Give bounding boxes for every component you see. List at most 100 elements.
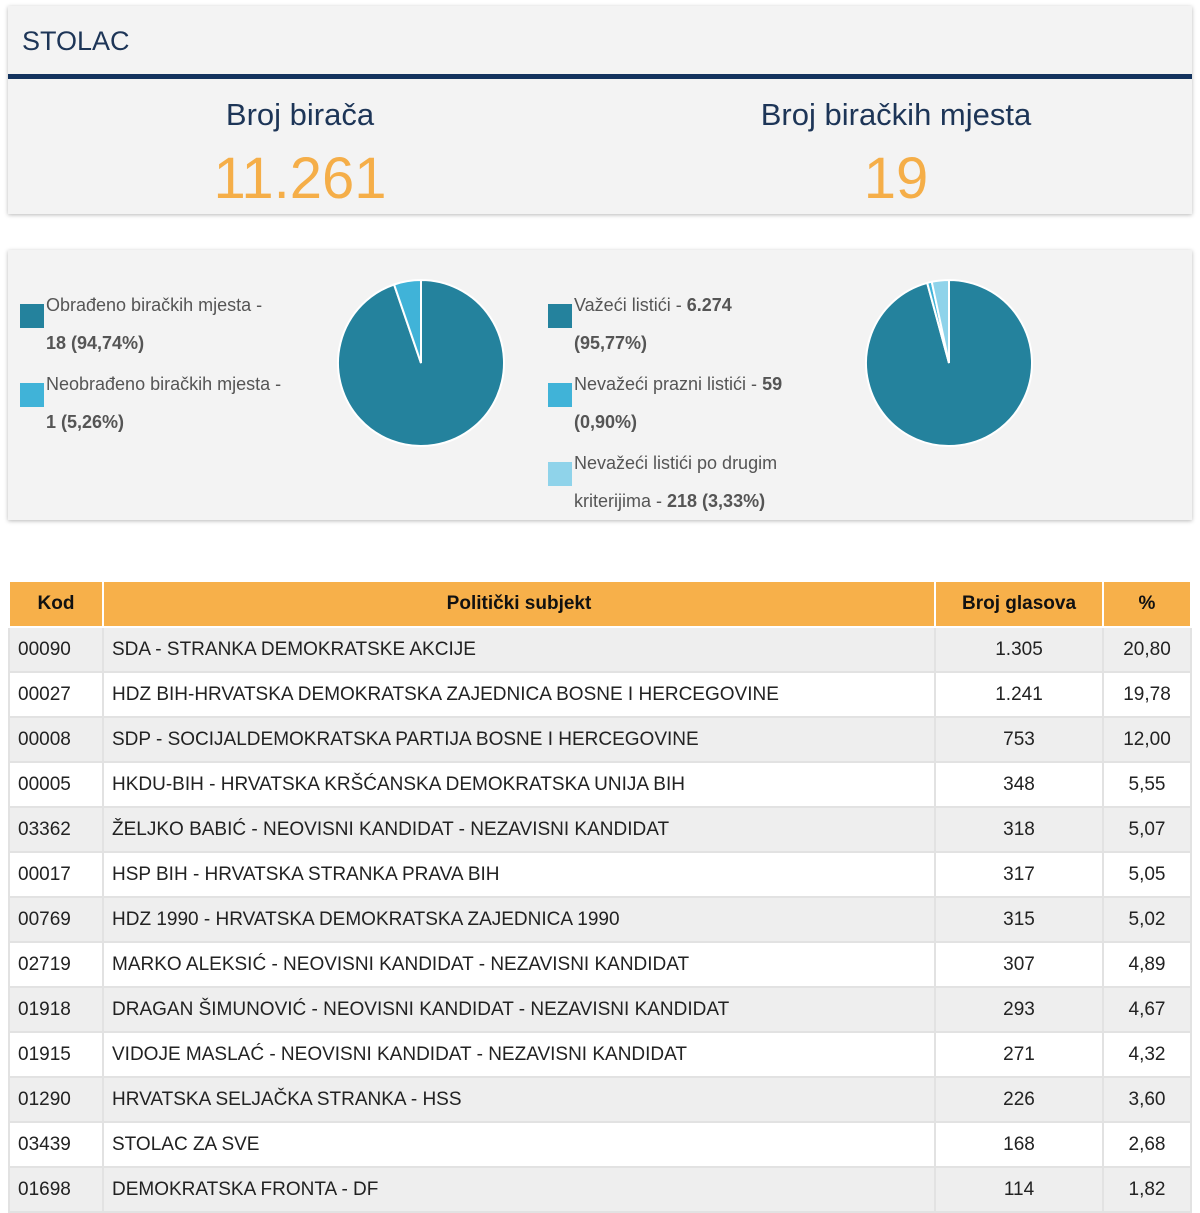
cell-party: SDA - STRANKA DEMOKRATSKE AKCIJE	[103, 627, 935, 672]
legend-label: Nevažeći prazni listići -	[574, 374, 757, 394]
table-header-row: Kod Politički subjekt Broj glasova %	[9, 581, 1191, 627]
legend-value: 1 (5,26%)	[46, 403, 308, 441]
cell-party: DEMOKRATSKA FRONTA - DF	[103, 1167, 935, 1212]
cell-votes: 753	[935, 717, 1103, 762]
cell-percent: 4,32	[1103, 1032, 1191, 1077]
cell-party: STOLAC ZA SVE	[103, 1122, 935, 1167]
cell-percent: 1,82	[1103, 1167, 1191, 1212]
cell-code: 03439	[9, 1122, 103, 1167]
cell-party: SDP - SOCIJALDEMOKRATSKA PARTIJA BOSNE I…	[103, 717, 935, 762]
table-row: 03362 ŽELJKO BABIĆ - NEOVISNI KANDIDAT - …	[9, 807, 1191, 852]
legend-label-cont: kriterijima -	[574, 491, 662, 511]
table-row: 00090 SDA - STRANKA DEMOKRATSKE AKCIJE 1.3…	[9, 627, 1191, 672]
header-code[interactable]: Kod	[9, 581, 103, 627]
cell-votes: 1.305	[935, 627, 1103, 672]
legend-label: Obrađeno biračkih mjesta -	[46, 286, 308, 324]
results-table: Kod Politički subjekt Broj glasova % 000…	[8, 580, 1192, 1213]
stations-value: 19	[600, 144, 1192, 214]
cell-votes: 1.241	[935, 672, 1103, 717]
legend-label: Nevažeći listići po drugim	[574, 444, 836, 482]
cell-code: 00017	[9, 852, 103, 897]
legend-label: Neobrađeno biračkih mjesta -	[46, 365, 308, 403]
ballots-legend: Važeći listići - 6.274 (95,77%) Nevažeći…	[536, 286, 836, 523]
legend-swatch-invalid-empty	[548, 383, 572, 407]
legend-swatch-valid	[548, 304, 572, 328]
legend-item-unprocessed: Neobrađeno biračkih mjesta - 1 (5,26%)	[8, 365, 308, 441]
legend-percent: (0,90%)	[574, 403, 836, 441]
cell-code: 00027	[9, 672, 103, 717]
cell-votes: 317	[935, 852, 1103, 897]
cell-code: 01290	[9, 1077, 103, 1122]
legend-value: 6.274	[687, 295, 732, 315]
legend-item-invalid-empty: Nevažeći prazni listići - 59 (0,90%)	[536, 365, 836, 441]
cell-percent: 2,68	[1103, 1122, 1191, 1167]
table-row: 03439 STOLAC ZA SVE 168 2,68	[9, 1122, 1191, 1167]
legend-item-invalid-other: Nevažeći listići po drugim kriterijima -…	[536, 444, 836, 520]
cell-party: VIDOJE MASLAĆ - NEOVISNI KANDIDAT - NEZA…	[103, 1032, 935, 1077]
cell-votes: 271	[935, 1032, 1103, 1077]
table-row: 01918 DRAGAN ŠIMUNOVIĆ - NEOVISNI KANDIDA…	[9, 987, 1191, 1032]
summary-card: STOLAC Broj birača 11.261 Broj biračkih …	[8, 6, 1192, 214]
legend-item-processed: Obrađeno biračkih mjesta - 18 (94,74%)	[8, 286, 308, 362]
cell-votes: 315	[935, 897, 1103, 942]
legend-swatch-processed	[20, 304, 44, 328]
pie-charts-card: Obrađeno biračkih mjesta - 18 (94,74%) N…	[8, 250, 1192, 520]
table-row: 02719 MARKO ALEKSIĆ - NEOVISNI KANDIDAT -…	[9, 942, 1191, 987]
ballots-pie-chart	[864, 278, 1034, 448]
cell-party: DRAGAN ŠIMUNOVIĆ - NEOVISNI KANDIDAT - N…	[103, 987, 935, 1032]
stations-pie-chart	[336, 278, 506, 448]
legend-value: 59	[762, 374, 782, 394]
cell-percent: 5,02	[1103, 897, 1191, 942]
cell-party: HSP BIH - HRVATSKA STRANKA PRAVA BIH	[103, 852, 935, 897]
table-row: 01290 HRVATSKA SELJAČKA STRANKA - HSS 226 3…	[9, 1077, 1191, 1122]
cell-percent: 3,60	[1103, 1077, 1191, 1122]
cell-votes: 348	[935, 762, 1103, 807]
municipality-title: STOLAC	[8, 6, 1192, 79]
legend-label: Važeći listići -	[574, 295, 682, 315]
cell-percent: 19,78	[1103, 672, 1191, 717]
voters-value: 11.261	[4, 144, 596, 214]
cell-votes: 226	[935, 1077, 1103, 1122]
table-row: 00005 HKDU-BIH - HRVATSKA KRŠĆANSKA DEMOK…	[9, 762, 1191, 807]
cell-percent: 5,05	[1103, 852, 1191, 897]
cell-votes: 168	[935, 1122, 1103, 1167]
stations-label: Broj biračkih mjesta	[600, 94, 1192, 136]
stations-stat: Broj biračkih mjesta 19	[600, 94, 1192, 214]
cell-code: 02719	[9, 942, 103, 987]
legend-line: kriterijima - 218 (3,33%)	[574, 482, 836, 520]
legend-percent: (95,77%)	[574, 324, 836, 362]
cell-votes: 307	[935, 942, 1103, 987]
legend-swatch-invalid-other	[548, 462, 572, 486]
cell-percent: 5,55	[1103, 762, 1191, 807]
cell-code: 00090	[9, 627, 103, 672]
table-row: 00027 HDZ BIH-HRVATSKA DEMOKRATSKA ZAJEDN…	[9, 672, 1191, 717]
table-row: 01698 DEMOKRATSKA FRONTA - DF 114 1,82	[9, 1167, 1191, 1212]
cell-code: 00005	[9, 762, 103, 807]
cell-party: HRVATSKA SELJAČKA STRANKA - HSS	[103, 1077, 935, 1122]
table-row: 00769 HDZ 1990 - HRVATSKA DEMOKRATSKA ZAJ…	[9, 897, 1191, 942]
legend-swatch-unprocessed	[20, 383, 44, 407]
voters-label: Broj birača	[4, 94, 596, 136]
cell-code: 01915	[9, 1032, 103, 1077]
table-row: 00008 SDP - SOCIJALDEMOKRATSKA PARTIJA BO…	[9, 717, 1191, 762]
header-party[interactable]: Politički subjekt	[103, 581, 935, 627]
legend-line: Važeći listići - 6.274	[574, 286, 836, 324]
cell-votes: 114	[935, 1167, 1103, 1212]
cell-votes: 318	[935, 807, 1103, 852]
voters-stat: Broj birača 11.261	[4, 94, 596, 214]
cell-code: 00008	[9, 717, 103, 762]
stations-legend: Obrađeno biračkih mjesta - 18 (94,74%) N…	[8, 286, 308, 444]
cell-code: 03362	[9, 807, 103, 852]
cell-percent: 4,89	[1103, 942, 1191, 987]
header-votes[interactable]: Broj glasova	[935, 581, 1103, 627]
table-row: 00017 HSP BIH - HRVATSKA STRANKA PRAVA BI…	[9, 852, 1191, 897]
cell-party: MARKO ALEKSIĆ - NEOVISNI KANDIDAT - NEZA…	[103, 942, 935, 987]
header-percent[interactable]: %	[1103, 581, 1191, 627]
legend-item-valid: Važeći listići - 6.274 (95,77%)	[536, 286, 836, 362]
cell-percent: 20,80	[1103, 627, 1191, 672]
cell-code: 01918	[9, 987, 103, 1032]
cell-votes: 293	[935, 987, 1103, 1032]
legend-value: 18 (94,74%)	[46, 324, 308, 362]
legend-value: 218 (3,33%)	[667, 491, 765, 511]
cell-code: 01698	[9, 1167, 103, 1212]
